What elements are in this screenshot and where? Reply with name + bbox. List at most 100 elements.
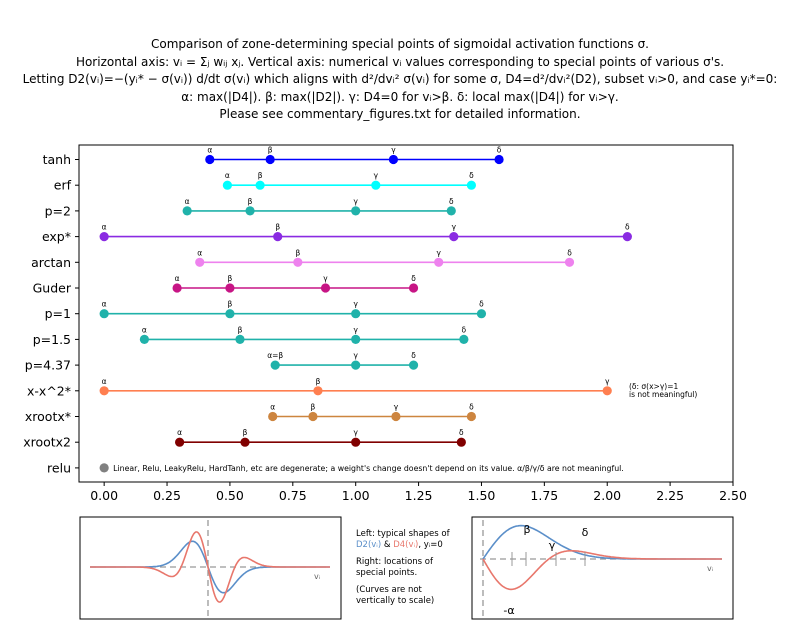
data-point (273, 232, 283, 242)
data-point (408, 360, 419, 370)
data-point (388, 154, 399, 165)
point-label: δ (459, 428, 464, 437)
data-point (268, 411, 278, 422)
data-point (408, 283, 419, 293)
point-label: γ (374, 171, 379, 180)
y-tick-label: arctan (31, 255, 71, 270)
data-point (99, 309, 109, 319)
series-erf: erf α β γ δ (54, 171, 476, 193)
x-tick-label: 2.00 (593, 488, 621, 503)
data-point (225, 283, 235, 293)
note-line-3: Right: locations of (356, 557, 433, 567)
point-label: α=β (267, 351, 283, 360)
note-line-5: (Curves are not (356, 585, 422, 595)
data-point (466, 411, 476, 422)
data-point (313, 386, 323, 396)
point-label: β (268, 146, 273, 155)
title-line-2: Horizontal axis: vᵢ = Σⱼ wᵢⱼ xⱼ. Vertica… (75, 54, 725, 69)
note-d2: D2(vᵢ) (356, 540, 382, 550)
point-label: β (311, 403, 316, 412)
annotation-relu-note: Linear, Relu, LeakyRelu, HardTanh, etc a… (113, 464, 624, 473)
data-point (320, 283, 331, 293)
point-label: δ (411, 351, 416, 360)
annotation-delta-note: (δ: σ(x>γ)=1 (629, 382, 678, 391)
data-point (235, 334, 245, 344)
x-tick-label: 1.00 (342, 488, 370, 503)
note-line-1: Left: typical shapes of (356, 529, 450, 539)
inset-right-x-label: vᵢ (707, 564, 713, 573)
point-label: γ (353, 197, 358, 206)
point-label: α (270, 403, 275, 412)
series-arctan: arctan α β γ δ (31, 248, 575, 270)
y-tick-label: p=1 (45, 306, 71, 321)
y-tick-label: relu (47, 460, 71, 475)
data-point (270, 360, 280, 370)
inset-left-frame (79, 516, 342, 620)
data-point (459, 334, 469, 344)
inset-right-frame (471, 516, 734, 620)
inset-right-d4-curve (482, 550, 722, 591)
note-d4: D4(vᵢ) (393, 540, 419, 550)
x-tick-label: 1.75 (530, 488, 558, 503)
point-label: α (142, 325, 147, 334)
note-amp: & (381, 540, 394, 550)
point-label: α (185, 197, 190, 206)
point-label: δ (411, 274, 416, 283)
point-label: α (207, 146, 212, 155)
x-tick-label: 2.25 (656, 488, 684, 503)
point-label: γ (353, 300, 358, 309)
point-label: β (248, 197, 253, 206)
series-relu: relu (47, 460, 109, 475)
data-point (446, 206, 456, 216)
y-tick-label: p=1.5 (33, 332, 71, 347)
point-label: δ (469, 171, 474, 180)
data-point (293, 257, 303, 267)
point-label: β (228, 300, 233, 309)
point-label: α (102, 223, 107, 232)
point-label: β (275, 223, 280, 232)
note-line-2: D2(vᵢ) & D4(vᵢ), yᵢ=0 (356, 540, 450, 551)
point-label: β (295, 248, 300, 257)
annotation-delta-note: is not meaningful) (629, 390, 697, 399)
inset-legend-note: Left: typical shapes of D2(vᵢ) & D4(vᵢ),… (356, 529, 450, 607)
data-point (494, 154, 504, 165)
data-point (391, 411, 401, 422)
point-label: γ (605, 377, 610, 386)
series-p-2: p=2 α β γ δ (45, 197, 456, 218)
x-tick-label: 1.25 (405, 488, 433, 503)
series-xrootx2: xrootx2 α β γ δ (23, 428, 466, 450)
note-line-6: vertically to scale) (356, 596, 435, 606)
inset-right-gamma-label: γ (549, 539, 556, 552)
y-tick-label: p=2 (45, 203, 71, 218)
point-label: γ (452, 223, 457, 232)
inset-right-delta-label: δ (582, 526, 589, 539)
title-line-4: α: max(|D4|). β: max(|D2|). γ: D4=0 for … (181, 89, 619, 104)
point-label: α (175, 274, 180, 283)
data-point (351, 360, 361, 370)
title-line-5: Please see commentary_figures.txt for de… (219, 107, 581, 121)
point-label: δ (462, 325, 467, 334)
inset-left-d4-curve (90, 531, 330, 603)
data-point (351, 437, 361, 447)
series-tanh: tanh α β γ δ (43, 146, 504, 167)
point-label: β (228, 274, 233, 283)
point-label: δ (625, 223, 630, 232)
y-tick-label: p=4.37 (25, 358, 71, 373)
point-label: β (238, 325, 243, 334)
point-label: β (258, 171, 263, 180)
y-tick-label: tanh (43, 152, 71, 167)
data-point (564, 257, 575, 267)
series-guder: Guder α β γ δ (33, 274, 419, 296)
point-label: δ (469, 403, 474, 412)
x-tick-label: 1.50 (468, 488, 496, 503)
point-label: α (225, 171, 230, 180)
point-label: β (316, 377, 321, 386)
data-point (308, 411, 318, 422)
data-point (205, 154, 215, 165)
y-tick-label: erf (54, 178, 72, 193)
x-tick-label: 0.00 (90, 488, 118, 503)
point-label: γ (394, 403, 399, 412)
data-point (351, 334, 361, 344)
chart-title: Comparison of zone-determining special p… (0, 36, 800, 124)
data-point (182, 206, 192, 216)
